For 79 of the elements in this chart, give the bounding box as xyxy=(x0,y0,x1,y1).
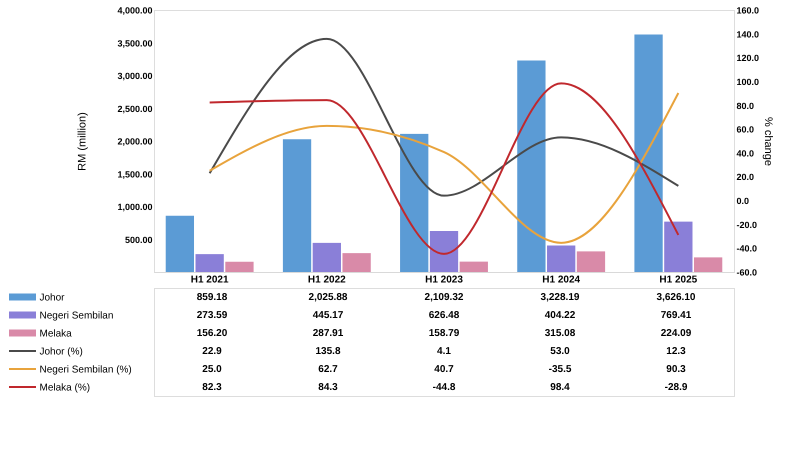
data-label: 156.20 xyxy=(196,328,228,339)
bar xyxy=(225,262,254,272)
data-label: 62.7 xyxy=(318,364,338,375)
data-label: 135.8 xyxy=(315,346,341,357)
y2-tick-label: -40.0 xyxy=(736,244,758,254)
data-label: 3,626.10 xyxy=(656,292,696,303)
data-label: 273.59 xyxy=(196,310,228,321)
x-tick-label: H1 2025 xyxy=(659,274,698,286)
data-label: 25.0 xyxy=(202,364,222,375)
bar xyxy=(312,242,341,272)
bar xyxy=(430,230,458,272)
line-series xyxy=(208,38,680,197)
y2-tick-label: 60.0 xyxy=(736,124,754,135)
y-tick-label: 3,000.00 xyxy=(117,71,152,81)
data-label: -44.8 xyxy=(432,382,456,393)
y-tick-label: 1,000.00 xyxy=(117,202,152,212)
data-label: 90.3 xyxy=(666,364,686,375)
legend-label: Johor (%) xyxy=(40,346,83,358)
bar xyxy=(694,257,722,272)
data-label: -28.9 xyxy=(664,382,688,393)
bar xyxy=(634,34,663,272)
y-tick-label: 3,500.00 xyxy=(117,38,152,48)
legend-label: Negeri Sembilan (%) xyxy=(40,364,132,376)
data-label: 3,228.19 xyxy=(540,292,580,303)
y2-tick-label: 20.0 xyxy=(736,172,754,182)
data-label: 40.7 xyxy=(434,364,454,375)
y2-tick-label: -60.0 xyxy=(736,268,758,278)
data-label: 4.1 xyxy=(437,346,452,357)
x-tick-label: H1 2024 xyxy=(542,274,581,286)
bar xyxy=(342,253,371,272)
bar xyxy=(576,251,606,272)
y-tick-label: 500.00 xyxy=(124,234,152,245)
x-tick-label: H1 2021 xyxy=(190,274,229,286)
y-tick-label: 4,000.00 xyxy=(117,6,152,16)
legend-label: Melaka xyxy=(40,328,72,340)
data-label: 287.91 xyxy=(312,328,344,339)
y-axis-title: RM (million) xyxy=(76,112,88,171)
y2-tick-label: 160.0 xyxy=(736,6,760,16)
bar xyxy=(664,222,692,272)
data-label: 22.9 xyxy=(202,346,222,357)
bar xyxy=(547,246,576,272)
bar xyxy=(166,216,194,272)
data-label: 315.08 xyxy=(544,328,576,339)
data-label: 84.3 xyxy=(318,382,338,393)
data-label: -35.5 xyxy=(548,364,572,375)
legend-label: Melaka (%) xyxy=(40,382,90,394)
y2-tick-label: 40.0 xyxy=(736,148,754,158)
y-tick-label: 2,000.00 xyxy=(117,136,152,146)
y2-tick-label: 140.0 xyxy=(736,29,760,40)
y2-tick-label: 120.0 xyxy=(736,53,760,64)
y2-tick-label: -20.0 xyxy=(736,220,758,230)
y2-tick-label: 0.0 xyxy=(736,196,750,206)
data-label: 626.48 xyxy=(428,310,460,321)
x-tick-label: H1 2023 xyxy=(425,274,464,286)
bar xyxy=(196,254,224,272)
data-label: 53.0 xyxy=(550,346,570,357)
data-label: 859.18 xyxy=(196,292,228,303)
y2-tick-label: 80.0 xyxy=(736,100,754,111)
data-label: 769.41 xyxy=(660,310,692,321)
data-label: 224.09 xyxy=(660,328,692,339)
data-label: 2,025.88 xyxy=(308,292,348,303)
y2-axis-title: % change xyxy=(762,117,774,166)
bar xyxy=(517,60,546,272)
bar xyxy=(282,139,312,272)
y-tick-label: 2,500.00 xyxy=(117,104,152,114)
bar xyxy=(400,134,428,272)
legend-label: Negeri Sembilan xyxy=(40,310,114,322)
bar xyxy=(460,262,488,272)
x-tick-label: H1 2022 xyxy=(308,274,346,286)
data-label: 404.22 xyxy=(544,310,576,321)
data-label: 12.3 xyxy=(666,346,686,357)
y-tick-label: 1,500.00 xyxy=(117,169,152,180)
data-label: 98.4 xyxy=(550,382,570,393)
data-label: 158.79 xyxy=(428,328,460,339)
data-label: 445.17 xyxy=(312,310,344,321)
data-label: 82.3 xyxy=(202,382,222,393)
legend-label: Johor xyxy=(40,292,66,304)
y2-tick-label: 100.0 xyxy=(736,76,760,87)
data-label: 2,109.32 xyxy=(424,292,464,303)
